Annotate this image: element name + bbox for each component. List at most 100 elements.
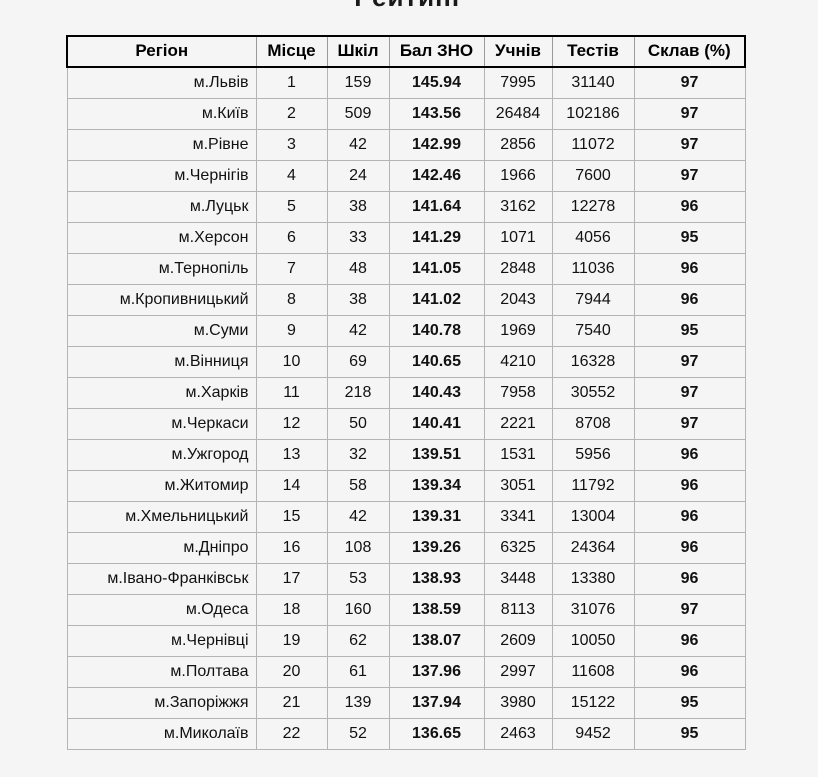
cell-tests: 102186 <box>551 98 635 130</box>
cell-score: 139.26 <box>388 532 485 564</box>
column-header-region[interactable]: Регіон <box>66 35 257 68</box>
table-row[interactable]: м.Київ 2 509 143.56 26484 102186 97 <box>66 98 746 130</box>
cell-schools: 509 <box>326 98 390 130</box>
cell-score: 141.02 <box>388 284 485 316</box>
cell-tests: 5956 <box>551 439 635 471</box>
table-row[interactable]: м.Миколаїв 22 52 136.65 2463 9452 95 <box>66 718 746 750</box>
cell-place: 21 <box>255 687 328 719</box>
cell-score: 138.59 <box>388 594 485 626</box>
cell-pupils: 3341 <box>483 501 553 533</box>
table-row[interactable]: м.Луцьк 5 38 141.64 3162 12278 96 <box>66 191 746 223</box>
column-header-score[interactable]: Бал ЗНО <box>388 35 485 68</box>
cell-pupils: 3448 <box>483 563 553 595</box>
cell-region: м.Житомир <box>66 470 257 502</box>
cell-tests: 31140 <box>551 66 635 99</box>
table-row[interactable]: м.Хмельницький 15 42 139.31 3341 13004 96 <box>66 501 746 533</box>
cell-place: 3 <box>255 129 328 161</box>
table-row[interactable]: м.Харків 11 218 140.43 7958 30552 97 <box>66 377 746 409</box>
cell-passed: 95 <box>633 315 746 347</box>
cell-pupils: 1966 <box>483 160 553 192</box>
table-row[interactable]: м.Тернопіль 7 48 141.05 2848 11036 96 <box>66 253 746 285</box>
column-header-passed[interactable]: Склав (%) <box>633 35 746 68</box>
table-row[interactable]: м.Одеса 18 160 138.59 8113 31076 97 <box>66 594 746 626</box>
table-row[interactable]: м.Черкаси 12 50 140.41 2221 8708 97 <box>66 408 746 440</box>
cell-score: 145.94 <box>388 66 485 99</box>
table-row[interactable]: м.Ужгород 13 32 139.51 1531 5956 96 <box>66 439 746 471</box>
cell-pupils: 2856 <box>483 129 553 161</box>
table-body: м.Львів 1 159 145.94 7995 31140 97 м.Київ 2 509 14… <box>66 66 746 750</box>
cell-schools: 62 <box>326 625 390 657</box>
cell-score: 140.41 <box>388 408 485 440</box>
cell-pupils: 1531 <box>483 439 553 471</box>
cell-tests: 9452 <box>551 718 635 750</box>
column-header-tests[interactable]: Тестів <box>551 35 635 68</box>
table-row[interactable]: м.Вінниця 10 69 140.65 4210 16328 97 <box>66 346 746 378</box>
cell-place: 1 <box>255 66 328 99</box>
cell-region: м.Полтава <box>66 656 257 688</box>
cell-tests: 11792 <box>551 470 635 502</box>
table-row[interactable]: м.Рівне 3 42 142.99 2856 11072 97 <box>66 129 746 161</box>
table-row[interactable]: м.Полтава 20 61 137.96 2997 11608 96 <box>66 656 746 688</box>
table-row[interactable]: м.Запоріжжя 21 139 137.94 3980 15122 95 <box>66 687 746 719</box>
column-header-place[interactable]: Місце <box>255 35 328 68</box>
cell-region: м.Луцьк <box>66 191 257 223</box>
cell-place: 19 <box>255 625 328 657</box>
cell-passed: 96 <box>633 532 746 564</box>
table-row[interactable]: м.Херсон 6 33 141.29 1071 4056 95 <box>66 222 746 254</box>
cell-tests: 11072 <box>551 129 635 161</box>
cell-region: м.Львів <box>66 66 257 99</box>
table-row[interactable]: м.Суми 9 42 140.78 1969 7540 95 <box>66 315 746 347</box>
cell-place: 8 <box>255 284 328 316</box>
cell-schools: 61 <box>326 656 390 688</box>
cell-score: 137.96 <box>388 656 485 688</box>
cell-tests: 7944 <box>551 284 635 316</box>
column-header-pupils[interactable]: Учнів <box>483 35 553 68</box>
table-header: Регіон Місце Шкіл Бал ЗНО Учнів Тестів С… <box>66 35 746 68</box>
cell-score: 139.51 <box>388 439 485 471</box>
cell-score: 143.56 <box>388 98 485 130</box>
cell-pupils: 3162 <box>483 191 553 223</box>
cell-tests: 4056 <box>551 222 635 254</box>
cell-schools: 53 <box>326 563 390 595</box>
cell-score: 142.99 <box>388 129 485 161</box>
cell-passed: 96 <box>633 284 746 316</box>
cell-passed: 96 <box>633 253 746 285</box>
table-row[interactable]: м.Житомир 14 58 139.34 3051 11792 96 <box>66 470 746 502</box>
cell-passed: 95 <box>633 718 746 750</box>
cell-region: м.Хмельницький <box>66 501 257 533</box>
cell-pupils: 2221 <box>483 408 553 440</box>
cell-place: 14 <box>255 470 328 502</box>
column-header-schools[interactable]: Шкіл <box>326 35 390 68</box>
cell-pupils: 4210 <box>483 346 553 378</box>
table-row[interactable]: м.Львів 1 159 145.94 7995 31140 97 <box>66 66 746 99</box>
cell-tests: 16328 <box>551 346 635 378</box>
cell-tests: 7600 <box>551 160 635 192</box>
cell-schools: 159 <box>326 66 390 99</box>
table-row[interactable]: м.Івано-Франківськ 17 53 138.93 3448 13380 96 <box>66 563 746 595</box>
cell-region: м.Тернопіль <box>66 253 257 285</box>
cell-region: м.Черкаси <box>66 408 257 440</box>
cell-score: 140.43 <box>388 377 485 409</box>
cell-region: м.Київ <box>66 98 257 130</box>
cell-passed: 96 <box>633 470 746 502</box>
table-row[interactable]: м.Чернігів 4 24 142.46 1966 7600 97 <box>66 160 746 192</box>
cell-schools: 42 <box>326 501 390 533</box>
cell-place: 22 <box>255 718 328 750</box>
table-row[interactable]: м.Дніпро 16 108 139.26 6325 24364 96 <box>66 532 746 564</box>
cell-tests: 12278 <box>551 191 635 223</box>
cell-tests: 7540 <box>551 315 635 347</box>
cell-schools: 108 <box>326 532 390 564</box>
cell-passed: 97 <box>633 346 746 378</box>
table-row[interactable]: м.Чернівці 19 62 138.07 2609 10050 96 <box>66 625 746 657</box>
cell-region: м.Суми <box>66 315 257 347</box>
table-header-row: Регіон Місце Шкіл Бал ЗНО Учнів Тестів С… <box>66 35 746 68</box>
cell-schools: 52 <box>326 718 390 750</box>
cell-region: м.Чернівці <box>66 625 257 657</box>
ranking-table: Регіон Місце Шкіл Бал ЗНО Учнів Тестів С… <box>66 35 746 750</box>
cell-passed: 97 <box>633 129 746 161</box>
table-row[interactable]: м.Кропивницький 8 38 141.02 2043 7944 96 <box>66 284 746 316</box>
cell-pupils: 8113 <box>483 594 553 626</box>
cell-pupils: 6325 <box>483 532 553 564</box>
cell-schools: 38 <box>326 284 390 316</box>
cell-passed: 96 <box>633 439 746 471</box>
